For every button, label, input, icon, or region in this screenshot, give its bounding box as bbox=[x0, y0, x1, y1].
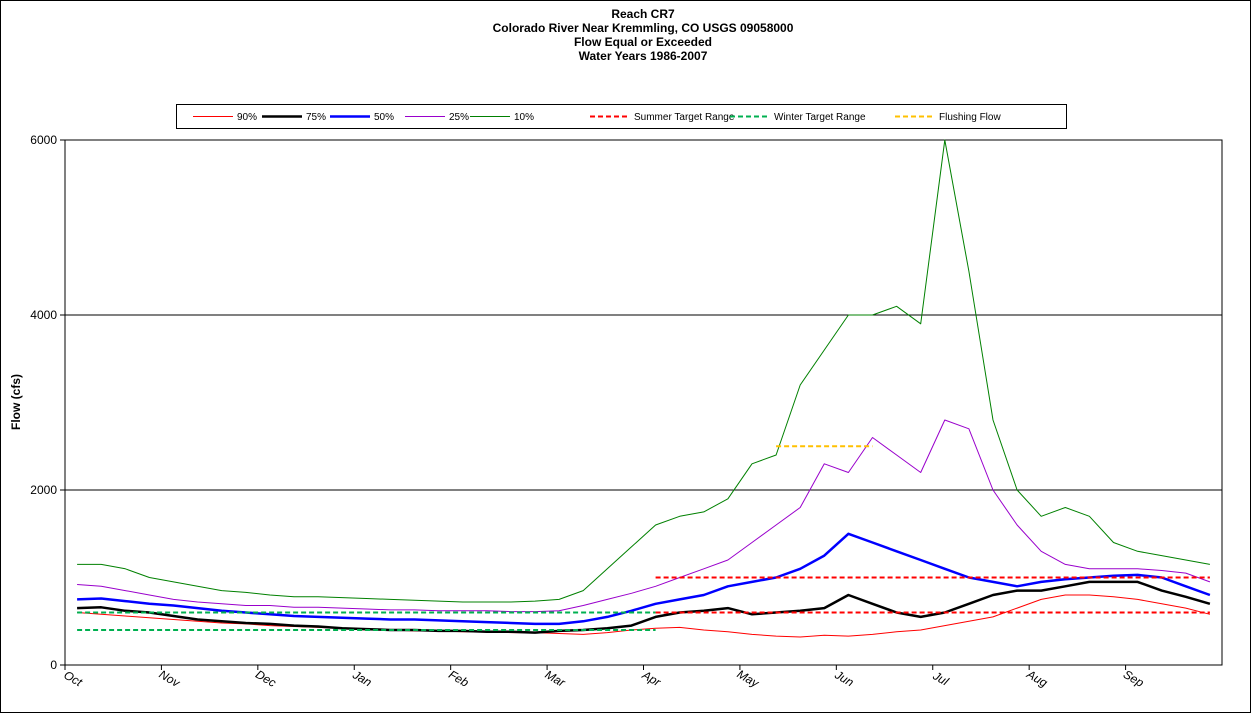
legend-label: 90% bbox=[237, 112, 257, 123]
series-line bbox=[77, 532, 1211, 626]
legend-label: Flushing Flow bbox=[939, 112, 1001, 123]
legend-label: Summer Target Range bbox=[634, 112, 735, 123]
legend-label: 10% bbox=[514, 112, 534, 123]
series-line bbox=[77, 139, 1210, 603]
legend-label: 75% bbox=[306, 112, 326, 123]
series-line bbox=[77, 419, 1211, 613]
plot-area bbox=[64, 139, 1223, 666]
series-line bbox=[77, 594, 1211, 638]
y-tick-label: 0 bbox=[50, 658, 57, 672]
series-line bbox=[77, 580, 1211, 634]
y-tick-label: 4000 bbox=[30, 308, 57, 322]
chart-title: Water Years 1986-2007 bbox=[579, 49, 708, 63]
chart-title: Flow Equal or Exceeded bbox=[574, 35, 712, 49]
y-axis-label: Flow (cfs) bbox=[9, 374, 23, 430]
legend-label: 25% bbox=[449, 112, 469, 123]
legend-label: 50% bbox=[374, 112, 394, 123]
y-tick-label: 2000 bbox=[30, 483, 57, 497]
legend-box bbox=[176, 104, 1067, 129]
chart-title: Colorado River Near Kremmling, CO USGS 0… bbox=[493, 21, 794, 35]
y-tick-label: 6000 bbox=[30, 133, 57, 147]
chart-title: Reach CR7 bbox=[611, 7, 675, 21]
legend-label: Winter Target Range bbox=[774, 112, 866, 123]
